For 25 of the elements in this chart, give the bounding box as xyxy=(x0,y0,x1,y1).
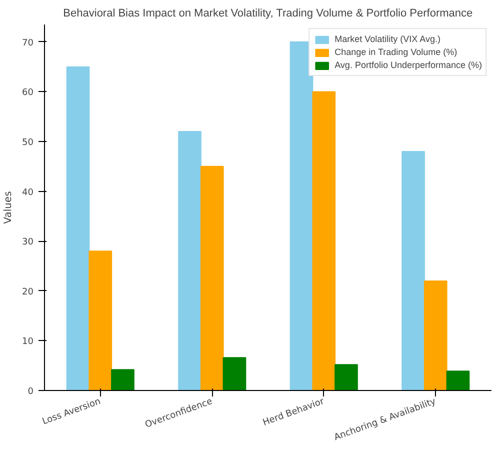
bar xyxy=(446,370,470,390)
bar xyxy=(200,166,224,390)
y-tick-label: 40 xyxy=(22,188,34,198)
bar xyxy=(66,66,90,390)
bar xyxy=(334,364,358,390)
y-tick-label: 10 xyxy=(22,337,34,348)
chart-title: Behavioral Bias Impact on Market Volatility, Trading Volume & Portfolio Performance xyxy=(63,8,473,20)
bar xyxy=(290,41,314,390)
y-axis-title: Values xyxy=(3,191,14,224)
bar xyxy=(88,250,112,390)
bar xyxy=(424,280,448,390)
y-tick-label: 60 xyxy=(22,88,34,98)
y-tick-label: 0 xyxy=(28,387,34,397)
bar xyxy=(312,91,336,390)
bar xyxy=(111,369,134,390)
bar xyxy=(222,357,246,390)
bar xyxy=(178,131,202,390)
legend-label: Avg. Portfolio Underperformance (%) xyxy=(334,59,482,71)
legend-label: Change in Trading Volume (%) xyxy=(334,46,458,58)
y-tick-label: 20 xyxy=(22,287,34,298)
y-tick-label: 30 xyxy=(22,238,34,248)
y-tick-label: 50 xyxy=(22,138,34,148)
legend-label: Market Volatility (VIX Avg.) xyxy=(334,33,440,45)
y-tick-label: 70 xyxy=(22,38,34,48)
bar xyxy=(402,150,425,390)
